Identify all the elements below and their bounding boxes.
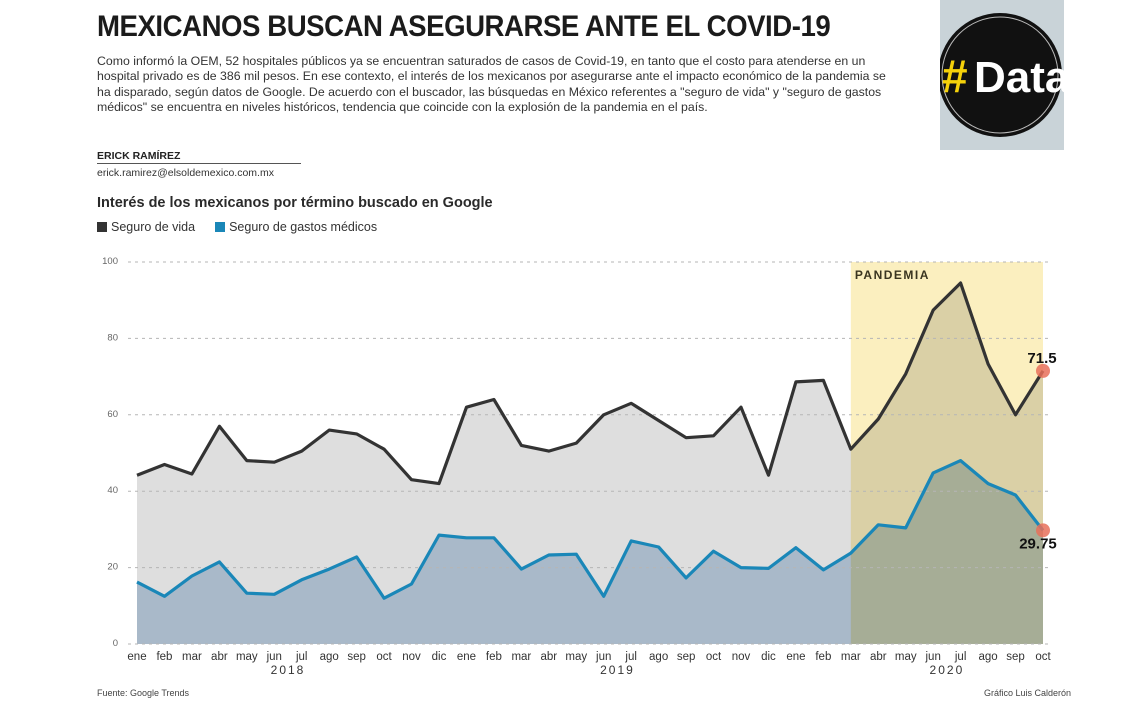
x-tick-label: mar bbox=[511, 651, 531, 663]
legend-item-seguro-de-vida: Seguro de vida bbox=[97, 220, 195, 234]
x-tick-label: ene bbox=[127, 651, 146, 663]
pandemic-label: PANDEMIA bbox=[855, 268, 930, 282]
x-tick-label: ago bbox=[649, 651, 668, 663]
year-label: 2018 bbox=[271, 663, 306, 677]
x-tick-label: feb bbox=[486, 651, 502, 663]
x-tick-label: ene bbox=[786, 651, 805, 663]
y-tick-label: 80 bbox=[107, 332, 118, 343]
x-tick-label: oct bbox=[376, 651, 392, 663]
x-tick-label: dic bbox=[432, 651, 447, 663]
logo-hash: # bbox=[942, 50, 968, 102]
x-tick-label: ene bbox=[457, 651, 476, 663]
x-tick-label: jul bbox=[624, 651, 637, 663]
x-tick-label: nov bbox=[732, 651, 751, 663]
area-seguro-gastos-medicos bbox=[137, 460, 1043, 644]
legend-swatch-blue bbox=[215, 222, 226, 232]
x-tick-label: jul bbox=[954, 651, 967, 663]
y-tick-label: 0 bbox=[113, 638, 118, 649]
area-seguro-de-vida bbox=[137, 283, 1043, 644]
x-tick-label: abr bbox=[541, 651, 558, 663]
line-seguro-gastos-medicos bbox=[136, 459, 1045, 600]
x-tick-label: jun bbox=[595, 651, 611, 663]
x-tick-label: dic bbox=[761, 651, 776, 663]
page-title: MEXICANOS BUSCAN ASEGURARSE ANTE EL COVI… bbox=[97, 10, 831, 43]
x-tick-label: nov bbox=[402, 651, 421, 663]
x-tick-label: feb bbox=[815, 651, 831, 663]
x-tick-label: oct bbox=[706, 651, 722, 663]
source-note: Fuente: Google Trends bbox=[97, 688, 190, 698]
legend-swatch-dark bbox=[97, 222, 107, 232]
year-label: 2019 bbox=[600, 663, 635, 677]
x-tick-label: sep bbox=[347, 651, 366, 663]
line-seguro-de-vida bbox=[136, 281, 1045, 486]
intro-paragraph: Como informó la OEM, 52 hospitales públi… bbox=[97, 54, 886, 115]
x-tick-label: sep bbox=[1006, 651, 1025, 663]
x-tick-label: ago bbox=[978, 651, 997, 663]
x-tick-label: abr bbox=[211, 651, 228, 663]
x-tick-label: may bbox=[895, 651, 917, 663]
legend-label: Seguro de gastos médicos bbox=[229, 220, 378, 234]
y-tick-label: 60 bbox=[107, 409, 118, 420]
author-name: ERICK RAMÍREZ bbox=[97, 150, 301, 164]
x-tick-label: mar bbox=[841, 651, 861, 663]
logo-ring bbox=[941, 16, 1059, 134]
end-value-label: 71.5 bbox=[1027, 350, 1056, 367]
x-tick-label: jun bbox=[925, 651, 941, 663]
x-tick-label: jul bbox=[295, 651, 308, 663]
x-tick-label: oct bbox=[1035, 651, 1051, 663]
x-tick-label: sep bbox=[677, 651, 696, 663]
end-value-label: 29.75 bbox=[1019, 535, 1057, 552]
x-tick-label: jun bbox=[266, 651, 282, 663]
y-tick-label: 20 bbox=[107, 562, 118, 573]
x-tick-label: feb bbox=[156, 651, 172, 663]
x-tick-label: ago bbox=[320, 651, 339, 663]
x-tick-label: abr bbox=[870, 651, 887, 663]
year-label: 2020 bbox=[930, 663, 965, 677]
end-marker bbox=[1036, 523, 1050, 538]
author-email: erick.ramirez@elsoldemexico.com.mx bbox=[97, 167, 274, 179]
x-tick-label: mar bbox=[182, 651, 202, 663]
data-logo: # Data bbox=[938, 0, 1070, 150]
logo-text: Data bbox=[974, 53, 1064, 102]
end-marker bbox=[1036, 363, 1050, 378]
chart-title: Interés de los mexicanos por término bus… bbox=[97, 195, 493, 211]
pandemic-region bbox=[850, 262, 1043, 644]
legend-item-seguro-gastos-medicos: Seguro de gastos médicos bbox=[215, 220, 377, 234]
y-tick-label: 40 bbox=[107, 485, 118, 496]
y-tick-label: 100 bbox=[102, 256, 118, 267]
credit-note: Gráfico Luis Calderón bbox=[984, 688, 1072, 698]
logo-circle bbox=[938, 13, 1062, 137]
legend-label: Seguro de vida bbox=[111, 220, 196, 234]
chart-legend: Seguro de vida Seguro de gastos médicos bbox=[97, 220, 377, 234]
x-tick-label: may bbox=[565, 651, 587, 663]
x-tick-label: may bbox=[236, 651, 258, 663]
